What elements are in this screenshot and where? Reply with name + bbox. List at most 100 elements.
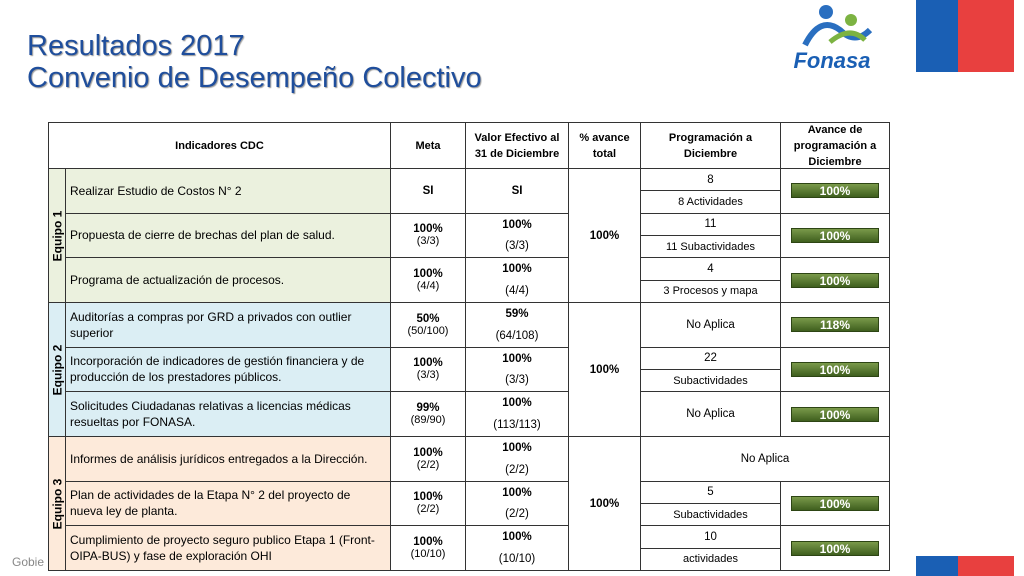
logo-figure <box>802 22 873 47</box>
header-text: % avance total <box>579 131 630 160</box>
logo-figure <box>845 14 857 26</box>
group-cell: Equipo 3 <box>48 436 66 571</box>
title-line: Convenio de Desempeño Colectivo <box>27 62 482 94</box>
meta-cell: 100% (2/2) <box>390 480 466 527</box>
meta-detail: (4/4) <box>416 280 440 293</box>
prog-detail-cell: 8 Actividades <box>640 190 781 214</box>
avance-text: 100% <box>589 229 620 242</box>
bar-cell: 118% <box>780 302 890 348</box>
prog-detail-cell: actividades <box>640 547 781 571</box>
header-text: Avance de programación a Diciembre <box>793 123 877 168</box>
valor-detail: (3/3) <box>505 240 529 253</box>
prog-detail: actividades <box>682 553 739 566</box>
progress-bar: 100% <box>791 227 879 243</box>
meta-detail: (89/90) <box>410 414 446 427</box>
prog-value: 22 <box>704 352 717 365</box>
indicator-cell: Auditorías a compras por GRD a privados … <box>65 302 391 348</box>
prog-value: 11 <box>704 218 717 231</box>
meta-cell: SI <box>390 168 466 214</box>
avance-text: 100% <box>589 363 620 376</box>
flag-red <box>958 556 1014 576</box>
valor-cell: SI <box>465 168 569 214</box>
valor-value: 59% <box>505 307 529 320</box>
title-line: Resultados 2017 <box>27 30 245 62</box>
prog-value: 4 <box>707 262 714 275</box>
bar-cell: 100% <box>780 257 890 303</box>
indicator-text: Realizar Estudio de Costos N° 2 <box>70 183 242 198</box>
valor-detail: (10/10) <box>498 553 536 566</box>
header-cell: Programación a Diciembre <box>640 122 781 169</box>
progress-bar: 100% <box>791 272 879 288</box>
group-name: Equipo 1 <box>50 210 65 261</box>
indicator-text: Cumplimiento de proyecto seguro publico … <box>70 533 375 564</box>
valor-cell: 100% (2/2) <box>465 480 569 527</box>
valor-detail: (4/4) <box>505 285 529 298</box>
prog-detail-cell: Subactividades <box>640 503 781 527</box>
avance-cell: 100% <box>568 436 641 571</box>
indicator-cell: Informes de análisis jurídicos entregado… <box>65 436 391 482</box>
meta-value: 100% <box>413 536 443 549</box>
meta-cell: 99% (89/90) <box>390 391 466 437</box>
footer: Gobie <box>12 555 44 569</box>
meta-value: 99% <box>416 402 440 415</box>
bar-cell: 100% <box>780 212 890 259</box>
valor-detail: (3/3) <box>505 374 529 387</box>
meta-value: 100% <box>413 357 443 370</box>
indicator-text: Propuesta de cierre de brechas del plan … <box>70 228 335 243</box>
bar-cell: 100% <box>780 346 890 393</box>
prog-detail-cell: Subactividades <box>640 369 781 393</box>
meta-detail: (3/3) <box>416 235 440 248</box>
prog-cell: No Aplica <box>640 302 781 348</box>
valor-value: 100% <box>502 531 532 544</box>
flag-blue <box>916 556 958 576</box>
header-text: Valor Efectivo al 31 de Diciembre <box>474 131 560 160</box>
meta-cell: 50% (50/100) <box>390 302 466 348</box>
progress-bar: 100% <box>791 183 879 199</box>
header-text: Indicadores CDC <box>175 139 264 152</box>
meta-detail: (3/3) <box>416 369 440 382</box>
header-text: Programación a Diciembre <box>668 131 753 160</box>
indicator-cell: Propuesta de cierre de brechas del plan … <box>65 212 391 259</box>
prog-detail: 11 Subactividades <box>665 240 756 253</box>
progress-bar: 100% <box>791 495 879 511</box>
avance-cell: 100% <box>568 302 641 437</box>
prog-cell: 10 <box>640 525 781 549</box>
meta-value: 100% <box>413 268 443 281</box>
valor-detail: (64/108) <box>495 329 539 342</box>
valor-detail: (2/2) <box>505 463 529 476</box>
meta-value: 100% <box>413 223 443 236</box>
valor-cell: 59% (64/108) <box>465 302 569 348</box>
header-cell: Valor Efectivo al 31 de Diciembre <box>465 122 569 169</box>
meta-cell: 100% (4/4) <box>390 257 466 303</box>
progress-bar: 100% <box>791 361 879 377</box>
prog-value: No Aplica <box>740 452 790 465</box>
bar-cell: 100% <box>780 525 890 571</box>
valor-value: 100% <box>502 352 532 365</box>
prog-cell: 5 <box>640 480 781 504</box>
flag-red <box>958 0 1014 72</box>
valor-cell: 100% (4/4) <box>465 257 569 303</box>
valor-cell: 100% (113/113) <box>465 391 569 437</box>
valor-value: SI <box>511 184 523 197</box>
meta-detail: (10/10) <box>410 548 446 561</box>
valor-cell: 100% (10/10) <box>465 525 569 571</box>
meta-cell: 100% (10/10) <box>390 525 466 571</box>
valor-detail: (113/113) <box>493 419 541 432</box>
indicator-cell: Solicitudes Ciudadanas relativas a licen… <box>65 391 391 437</box>
valor-value: 100% <box>502 397 532 410</box>
bar-cell: 100% <box>780 168 890 214</box>
valor-cell: 100% (3/3) <box>465 212 569 259</box>
header-cell: Avance de programación a Diciembre <box>780 122 890 169</box>
prog-detail: Subactividades <box>673 508 748 521</box>
prog-cell: No Aplica <box>640 391 781 437</box>
group-cell: Equipo 1 <box>48 168 66 303</box>
prog-value: No Aplica <box>686 318 735 331</box>
meta-cell: 100% (3/3) <box>390 212 466 259</box>
logo-text: Fonasa <box>793 48 870 73</box>
bar-cell: 100% <box>780 480 890 527</box>
meta-value: 50% <box>416 312 440 325</box>
indicator-cell: Incorporación de indicadores de gestión … <box>65 346 391 393</box>
indicator-cell: Realizar Estudio de Costos N° 2 <box>65 168 391 214</box>
prog-cell: 4 <box>640 257 781 281</box>
valor-cell: 100% (3/3) <box>465 346 569 393</box>
